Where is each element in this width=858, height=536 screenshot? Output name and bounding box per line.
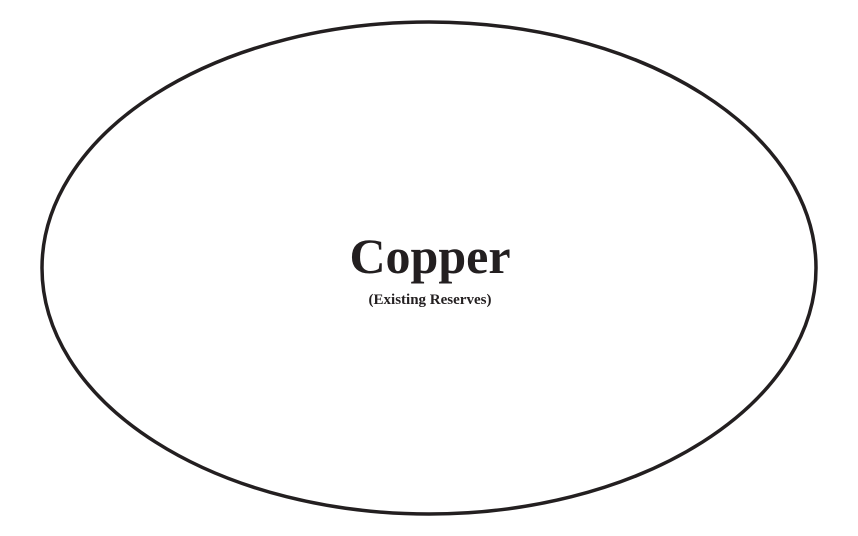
main-label: Copper xyxy=(349,228,510,284)
copper-ellipse xyxy=(40,20,818,516)
sub-label: (Existing Reserves) xyxy=(369,292,492,308)
